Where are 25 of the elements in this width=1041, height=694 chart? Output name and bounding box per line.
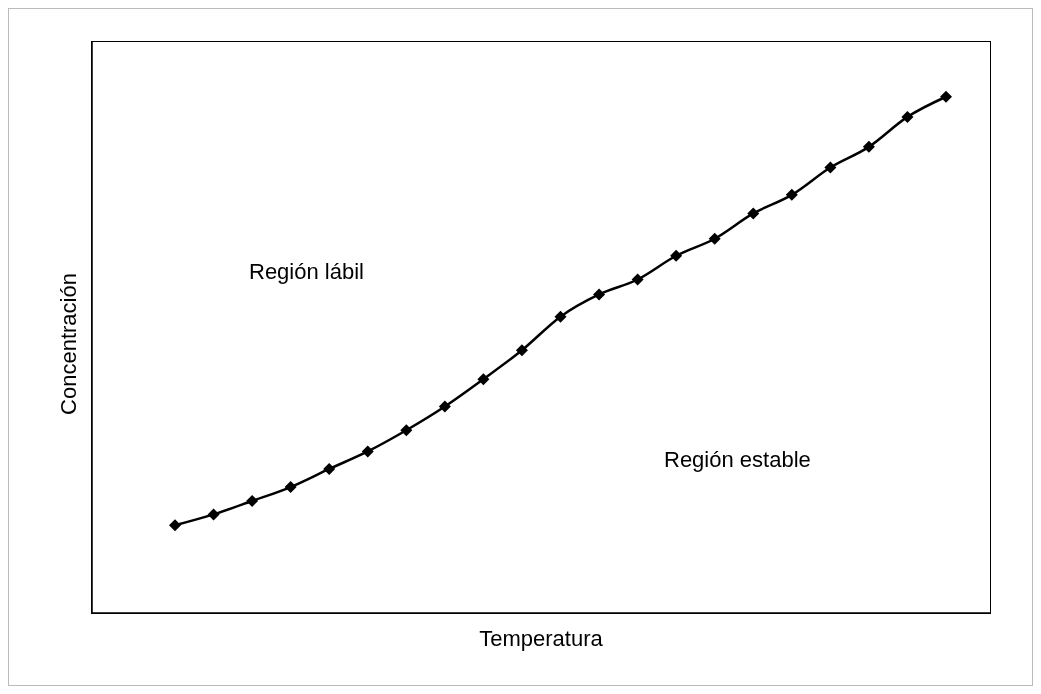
x-axis-title: Temperatura	[478, 626, 604, 652]
point	[361, 445, 374, 458]
point	[323, 462, 336, 475]
point	[284, 481, 297, 494]
point	[246, 494, 259, 507]
point	[670, 249, 683, 262]
point	[901, 110, 914, 123]
point	[207, 508, 220, 521]
point	[169, 519, 181, 532]
point	[708, 232, 721, 245]
point	[747, 207, 760, 220]
point	[438, 400, 451, 413]
point	[785, 188, 798, 201]
point	[862, 140, 875, 153]
point	[515, 344, 528, 357]
point	[554, 310, 567, 323]
point	[400, 424, 413, 437]
annotation: Región estable	[664, 447, 811, 473]
annotation: Región lábil	[249, 259, 364, 285]
point	[593, 288, 606, 301]
point	[940, 90, 952, 103]
y-axis-title: Concentración	[56, 272, 82, 417]
point	[824, 161, 837, 174]
point	[477, 373, 490, 386]
point	[631, 273, 644, 286]
